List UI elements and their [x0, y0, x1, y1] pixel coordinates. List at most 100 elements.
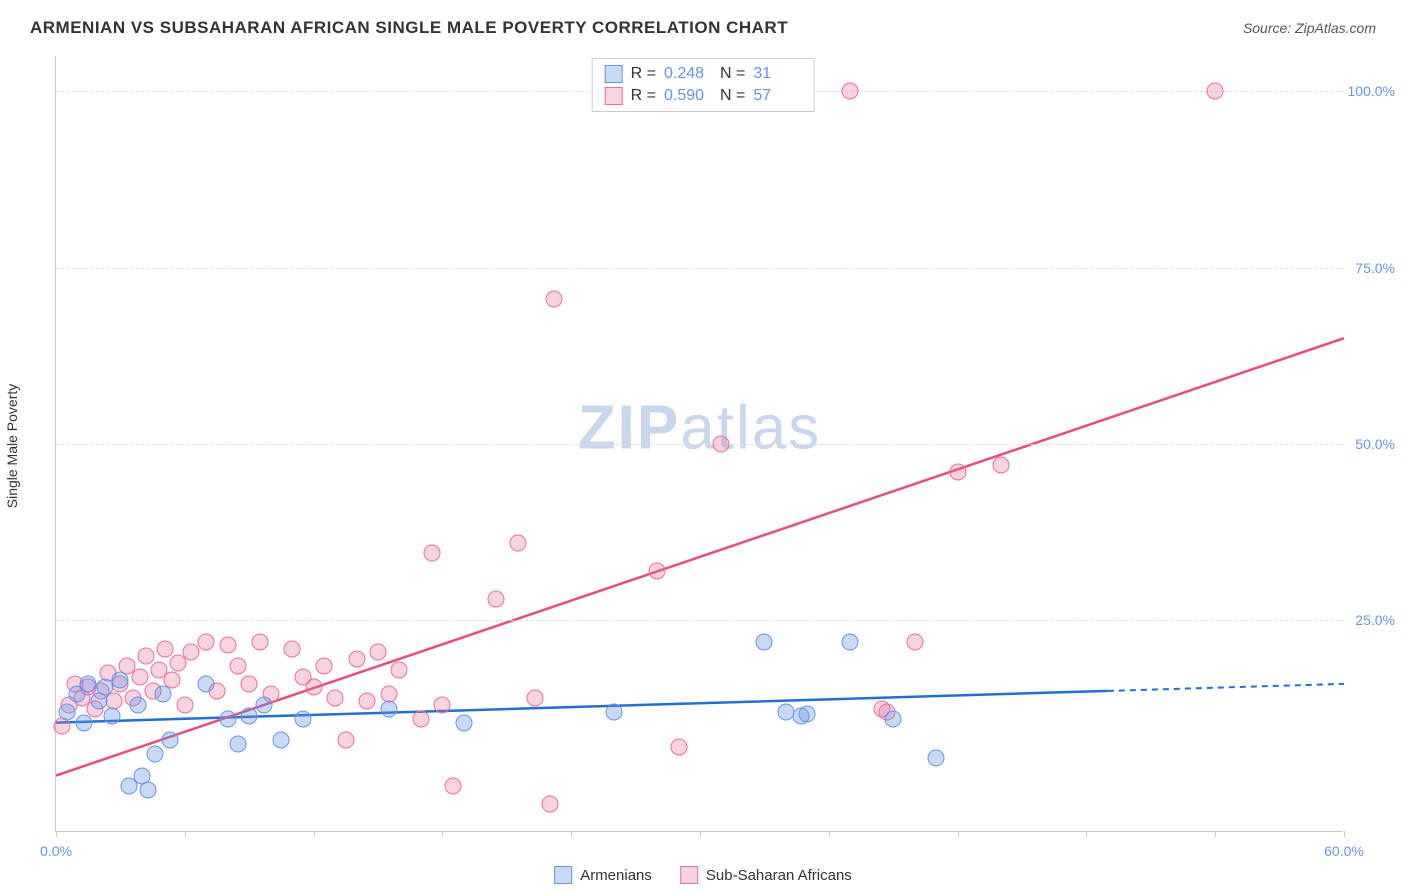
x-tick — [1215, 831, 1216, 837]
data-point-subsaharan — [284, 640, 301, 657]
x-tick — [314, 831, 315, 837]
data-point-armenians — [256, 697, 273, 714]
data-point-subsaharan — [183, 644, 200, 661]
data-point-subsaharan — [842, 83, 859, 100]
data-point-subsaharan — [251, 633, 268, 650]
stats-row-subsaharan: R = 0.590 N = 57 — [605, 85, 802, 107]
data-point-armenians — [146, 746, 163, 763]
stats-swatch — [605, 65, 623, 83]
data-point-subsaharan — [370, 644, 387, 661]
x-tick-label: 0.0% — [40, 843, 72, 859]
x-tick — [185, 831, 186, 837]
data-point-subsaharan — [241, 675, 258, 692]
data-point-armenians — [161, 732, 178, 749]
grid-line — [56, 620, 1343, 621]
data-point-subsaharan — [949, 464, 966, 481]
data-point-subsaharan — [412, 711, 429, 728]
data-point-subsaharan — [359, 693, 376, 710]
data-point-subsaharan — [1207, 83, 1224, 100]
x-tick — [442, 831, 443, 837]
trend-line-dashed-armenians — [1108, 684, 1344, 691]
data-point-subsaharan — [509, 534, 526, 551]
data-point-armenians — [756, 633, 773, 650]
stats-r-label: R = — [631, 87, 656, 105]
data-point-armenians — [455, 714, 472, 731]
data-point-subsaharan — [348, 651, 365, 668]
data-point-subsaharan — [316, 658, 333, 675]
data-point-subsaharan — [327, 689, 344, 706]
data-point-armenians — [58, 704, 75, 721]
data-point-subsaharan — [176, 697, 193, 714]
x-tick — [700, 831, 701, 837]
data-point-subsaharan — [546, 291, 563, 308]
y-tick-label: 50.0% — [1355, 436, 1395, 452]
chart-container: ARMENIAN VS SUBSAHARAN AFRICAN SINGLE MA… — [0, 0, 1406, 892]
data-point-armenians — [885, 711, 902, 728]
stats-n-value: 57 — [753, 87, 801, 105]
legend-label: Armenians — [580, 867, 652, 884]
x-tick — [571, 831, 572, 837]
x-tick-label: 60.0% — [1324, 843, 1364, 859]
legend-item: Armenians — [554, 866, 652, 884]
data-point-armenians — [380, 700, 397, 717]
data-point-armenians — [294, 711, 311, 728]
x-tick — [56, 831, 57, 837]
data-point-armenians — [273, 732, 290, 749]
data-point-subsaharan — [670, 739, 687, 756]
x-tick — [958, 831, 959, 837]
data-point-subsaharan — [337, 732, 354, 749]
grid-line — [56, 268, 1343, 269]
data-point-subsaharan — [138, 647, 155, 664]
stats-r-value: 0.590 — [664, 87, 712, 105]
data-point-armenians — [219, 711, 236, 728]
stats-n-label: N = — [720, 87, 745, 105]
data-point-subsaharan — [434, 697, 451, 714]
data-point-armenians — [112, 672, 129, 689]
legend-swatch — [554, 866, 572, 884]
stats-swatch — [605, 87, 623, 105]
data-point-armenians — [103, 707, 120, 724]
legend-item: Sub-Saharan Africans — [680, 866, 852, 884]
stats-n-value: 31 — [753, 65, 801, 83]
grid-line — [56, 444, 1343, 445]
stats-n-label: N = — [720, 65, 745, 83]
legend-bottom: Armenians Sub-Saharan Africans — [554, 866, 852, 884]
chart-title: ARMENIAN VS SUBSAHARAN AFRICAN SINGLE MA… — [30, 18, 788, 38]
data-point-subsaharan — [423, 545, 440, 562]
data-point-subsaharan — [391, 661, 408, 678]
data-point-armenians — [842, 633, 859, 650]
data-point-subsaharan — [526, 689, 543, 706]
data-point-armenians — [80, 675, 97, 692]
y-tick-label: 25.0% — [1355, 612, 1395, 628]
data-point-subsaharan — [992, 457, 1009, 474]
data-point-armenians — [198, 675, 215, 692]
data-point-armenians — [606, 704, 623, 721]
stats-row-armenians: R =0.248N =31 — [605, 63, 802, 85]
data-point-subsaharan — [198, 633, 215, 650]
y-tick-label: 75.0% — [1355, 260, 1395, 276]
data-point-armenians — [230, 735, 247, 752]
legend-label: Sub-Saharan Africans — [706, 867, 852, 884]
data-point-subsaharan — [131, 668, 148, 685]
data-point-armenians — [140, 781, 157, 798]
data-point-armenians — [129, 697, 146, 714]
y-tick-label: 100.0% — [1348, 83, 1395, 99]
data-point-subsaharan — [219, 637, 236, 654]
x-tick — [1086, 831, 1087, 837]
data-point-armenians — [241, 707, 258, 724]
data-point-armenians — [155, 686, 172, 703]
x-tick — [1344, 831, 1345, 837]
data-point-subsaharan — [649, 562, 666, 579]
data-point-subsaharan — [157, 640, 174, 657]
source-attribution: Source: ZipAtlas.com — [1243, 20, 1376, 36]
stats-r-value: 0.248 — [664, 65, 712, 83]
data-point-subsaharan — [445, 778, 462, 795]
legend-swatch — [680, 866, 698, 884]
data-point-armenians — [928, 749, 945, 766]
data-point-armenians — [799, 706, 816, 723]
data-point-subsaharan — [906, 633, 923, 650]
plot-area: ZIPatlas 25.0%50.0%75.0%100.0%0.0%60.0% — [55, 56, 1343, 832]
y-axis-label: Single Male Poverty — [4, 384, 20, 509]
data-point-subsaharan — [541, 795, 558, 812]
data-point-armenians — [75, 714, 92, 731]
